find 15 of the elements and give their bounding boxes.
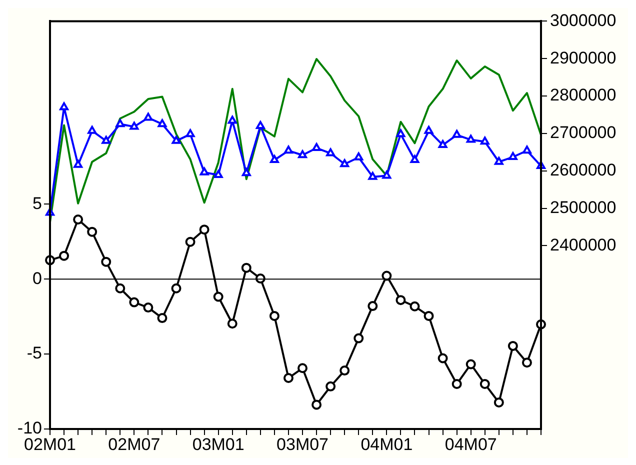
y2-tick-label: 2700000 bbox=[550, 123, 616, 142]
x-tick-label: 02M07 bbox=[108, 434, 160, 454]
y2-tick-label: 2400000 bbox=[550, 235, 616, 254]
y-tick-label: -5 bbox=[26, 344, 42, 363]
y2-tick-label: 2600000 bbox=[550, 160, 616, 180]
y-tick-label: 5 bbox=[32, 194, 42, 213]
y-tick-label: 0 bbox=[32, 268, 42, 288]
y2-tick-label: 2500000 bbox=[550, 198, 616, 217]
y2-tick-label: 2900000 bbox=[550, 48, 616, 68]
y2-tick-label: 2800000 bbox=[550, 86, 616, 105]
x-tick-label: 03M07 bbox=[276, 434, 329, 454]
x-tick-label: 03M01 bbox=[192, 434, 244, 454]
x-tick-label: 04M07 bbox=[444, 434, 497, 454]
y2-tick-label: 3000000 bbox=[550, 10, 616, 30]
x-tick-label: 04M01 bbox=[360, 434, 413, 454]
